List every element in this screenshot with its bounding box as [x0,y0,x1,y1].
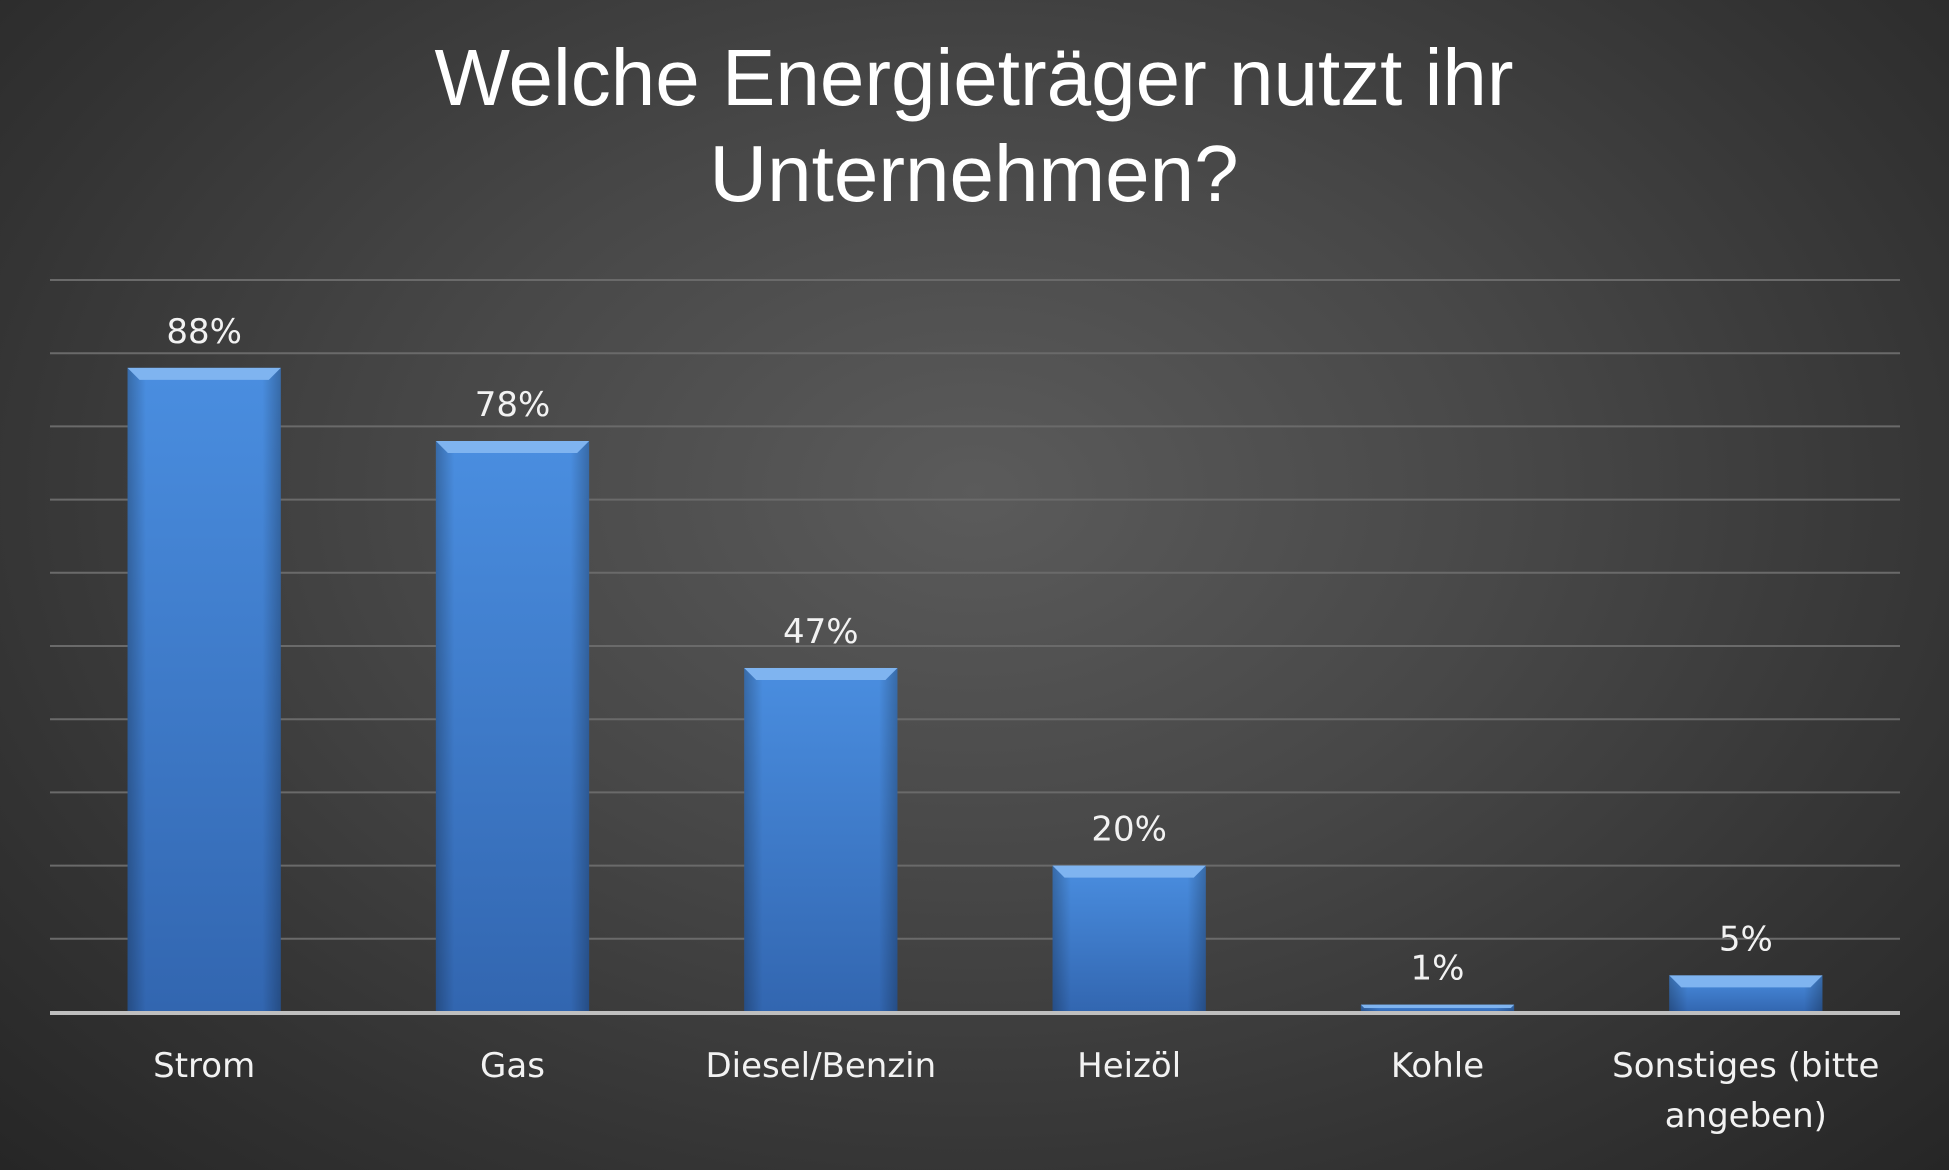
bar-bevel [1360,1004,1515,1008]
chart-title: Welche Energieträger nutzt ihr Unternehm… [434,33,1514,218]
data-labels: 88% 78% 47% 20% 1% 5% [166,312,1772,989]
data-label: 1% [1411,949,1465,989]
data-label: 88% [166,312,242,352]
bar-sonstiges-bitte-angeben- [1669,975,1823,1012]
category-label: Kohle [1391,1046,1484,1086]
bar-shade [127,367,281,1013]
bar-bevel [127,367,281,380]
category-label: Heizöl [1077,1046,1181,1086]
bar-bevel [1052,865,1206,878]
bar-diesel-benzin [744,667,898,1012]
data-label: 20% [1091,810,1167,850]
bar-bevel [435,441,590,454]
gridlines [50,279,1900,940]
category-label: Strom [153,1046,255,1086]
data-label: 78% [475,385,551,425]
bars [127,367,1823,1013]
bar-strom [127,367,281,1013]
x-axis: Strom Gas Diesel/Benzin Heizöl Kohle Sonstige… [50,1011,1900,1136]
bar-heiz-l [1052,865,1206,1012]
bar-gas [435,441,590,1012]
bar-bevel [744,667,898,680]
data-label: 47% [783,612,859,652]
bar-shade [1052,865,1206,1012]
bar-bevel [1669,975,1823,988]
bar-shade [435,441,590,1012]
category-label: Diesel/Benzin [705,1046,936,1086]
bar-shade [744,667,898,1012]
bar-shade [1360,1004,1515,1012]
category-label: Sonstiges (bitte angeben) [1612,1046,1879,1136]
category-label: Gas [480,1046,545,1086]
bar-kohle [1360,1004,1515,1012]
data-label: 5% [1719,919,1773,959]
